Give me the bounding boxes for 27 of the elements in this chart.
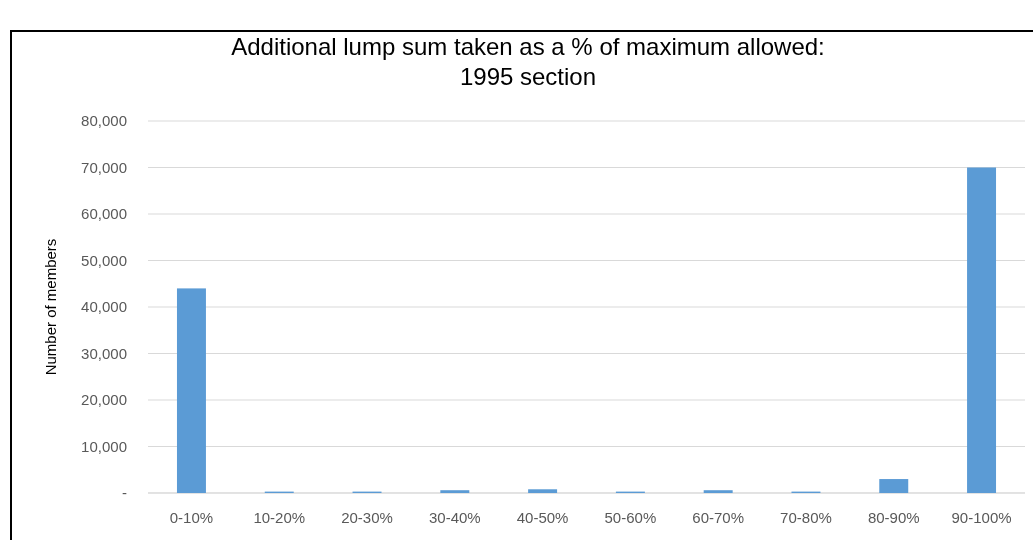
x-tick-label: 80-90% bbox=[867, 509, 920, 526]
y-tick-label: - bbox=[122, 484, 127, 502]
x-tick-label: 60-70% bbox=[692, 509, 745, 526]
x-tick-label: 40-50% bbox=[516, 509, 569, 526]
x-tick-label: 70-80% bbox=[780, 509, 832, 526]
bar bbox=[176, 288, 206, 493]
bar bbox=[879, 479, 909, 493]
y-tick-label: 60,000 bbox=[81, 205, 127, 223]
bar bbox=[440, 490, 470, 493]
x-tick-label: 10-20% bbox=[253, 509, 306, 526]
y-axis-title: Number of members bbox=[42, 238, 59, 376]
x-tick-label: 20-30% bbox=[341, 509, 393, 526]
y-tick-label: 80,000 bbox=[81, 112, 127, 130]
x-tick-label: 30-40% bbox=[428, 509, 481, 526]
y-tick-label: 70,000 bbox=[81, 158, 127, 176]
x-tick-label: 0-10% bbox=[169, 509, 214, 526]
bar bbox=[967, 167, 997, 493]
y-tick-label: 30,000 bbox=[81, 344, 127, 362]
bar bbox=[528, 489, 558, 493]
y-tick-label: 50,000 bbox=[81, 251, 127, 269]
x-tick-label: 50-60% bbox=[604, 509, 657, 526]
y-tick-label: 40,000 bbox=[81, 298, 127, 316]
x-tick-label: 90-100% bbox=[951, 509, 1012, 526]
y-tick-label: 10,000 bbox=[81, 437, 127, 455]
y-tick-label: 20,000 bbox=[81, 391, 127, 409]
chart-title: Additional lump sum taken as a % of maximum allowed: 1995 section bbox=[231, 33, 825, 90]
bar bbox=[703, 490, 733, 493]
